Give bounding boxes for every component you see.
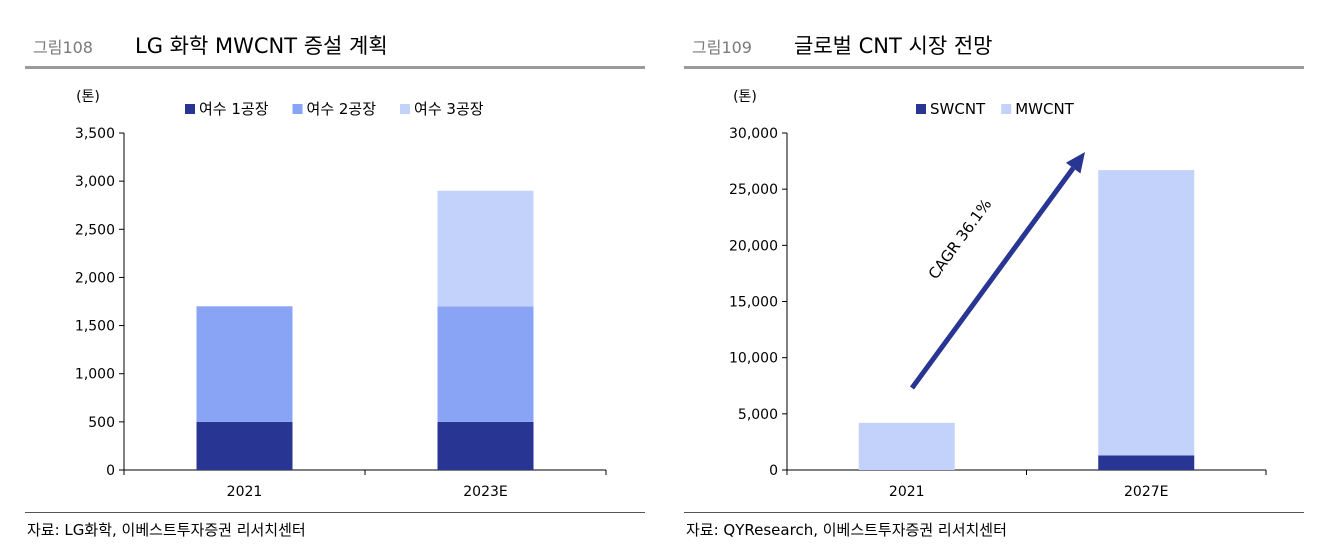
- y-tick-label: 3,500: [75, 126, 115, 142]
- source-note: 자료: LG화학, 이베스트투자증권 리서치센터: [27, 521, 306, 539]
- bar-segment: [1098, 170, 1195, 456]
- source-note: 자료: QYResearch, 이베스트투자증권 리서치센터: [686, 521, 1007, 539]
- x-tick-label: 2021: [889, 484, 925, 500]
- y-tick-label: 25,000: [729, 182, 778, 198]
- figure-number: 그림109: [692, 38, 752, 57]
- right-figure-panel: 그림109 글로벌 CNT 시장 전망 (톤) SWCNT MWCNT 0 5,000 1…: [684, 0, 1304, 555]
- left-figure-panel: 그림108 LG 화학 MWCNT 증설 계획 (톤) 여수 1공장 여수 2공장 여…: [25, 0, 645, 555]
- bar-segment: [1098, 455, 1195, 470]
- legend-label: SWCNT: [930, 100, 986, 118]
- y-tick-label: 3,000: [75, 174, 115, 190]
- y-tick-label: 2,500: [75, 222, 115, 238]
- unit-label: (톤): [76, 89, 100, 105]
- legend-swatch: [400, 104, 411, 114]
- legend-swatch: [185, 104, 195, 114]
- unit-label: (톤): [733, 89, 757, 105]
- figure-title: LG 화학 MWCNT 증설 계획: [135, 34, 388, 58]
- y-tick-label: 10,000: [729, 351, 778, 367]
- cagr-annotation: CAGR 36.1%: [925, 195, 996, 282]
- y-tick-label: 500: [88, 415, 115, 431]
- chart-lg-chem-mwcnt-capacity: (톤) 여수 1공장 여수 2공장 여수 3공장 0 500 1,000 1,500 2,000…: [75, 89, 607, 500]
- y-tick-label: 30,000: [729, 126, 778, 142]
- y-tick-label: 2,000: [75, 270, 115, 286]
- figure-number: 그림108: [33, 38, 93, 57]
- title-divider: [684, 66, 1304, 69]
- y-tick-label: 5,000: [738, 407, 778, 423]
- chart-global-cnt-market: (톤) SWCNT MWCNT 0 5,000 10,000 15,000 20,000 25,…: [729, 89, 1267, 500]
- growth-arrow: [909, 166, 1076, 390]
- legend-label: 여수 1공장: [199, 100, 269, 118]
- legend-label: 여수 3공장: [414, 100, 484, 118]
- bar-segment: [196, 306, 293, 422]
- legend-swatch: [916, 104, 926, 114]
- bar-segment: [437, 306, 534, 422]
- source-divider: [25, 512, 645, 513]
- legend-label: MWCNT: [1015, 100, 1074, 118]
- x-tick-label: 2023E: [463, 484, 507, 500]
- x-tick-label: 2021: [227, 484, 263, 500]
- legend-label: 여수 2공장: [307, 100, 377, 118]
- bar-segment: [437, 421, 534, 470]
- bar-segment: [437, 190, 534, 307]
- source-divider: [684, 512, 1304, 513]
- y-tick-label: 0: [106, 463, 115, 479]
- y-tick-label: 1,500: [75, 319, 115, 335]
- growth-arrow-head: [1065, 152, 1085, 174]
- title-divider: [25, 66, 645, 69]
- y-tick-label: 0: [769, 463, 778, 479]
- legend-swatch: [292, 104, 303, 114]
- bar-segment: [196, 421, 293, 470]
- bar-segment: [858, 422, 955, 470]
- y-tick-label: 20,000: [729, 238, 778, 254]
- figure-title: 글로벌 CNT 시장 전망: [794, 34, 993, 58]
- y-tick-label: 15,000: [729, 295, 778, 311]
- legend-swatch: [1001, 104, 1012, 114]
- x-tick-label: 2027E: [1124, 484, 1168, 500]
- y-tick-label: 1,000: [75, 367, 115, 383]
